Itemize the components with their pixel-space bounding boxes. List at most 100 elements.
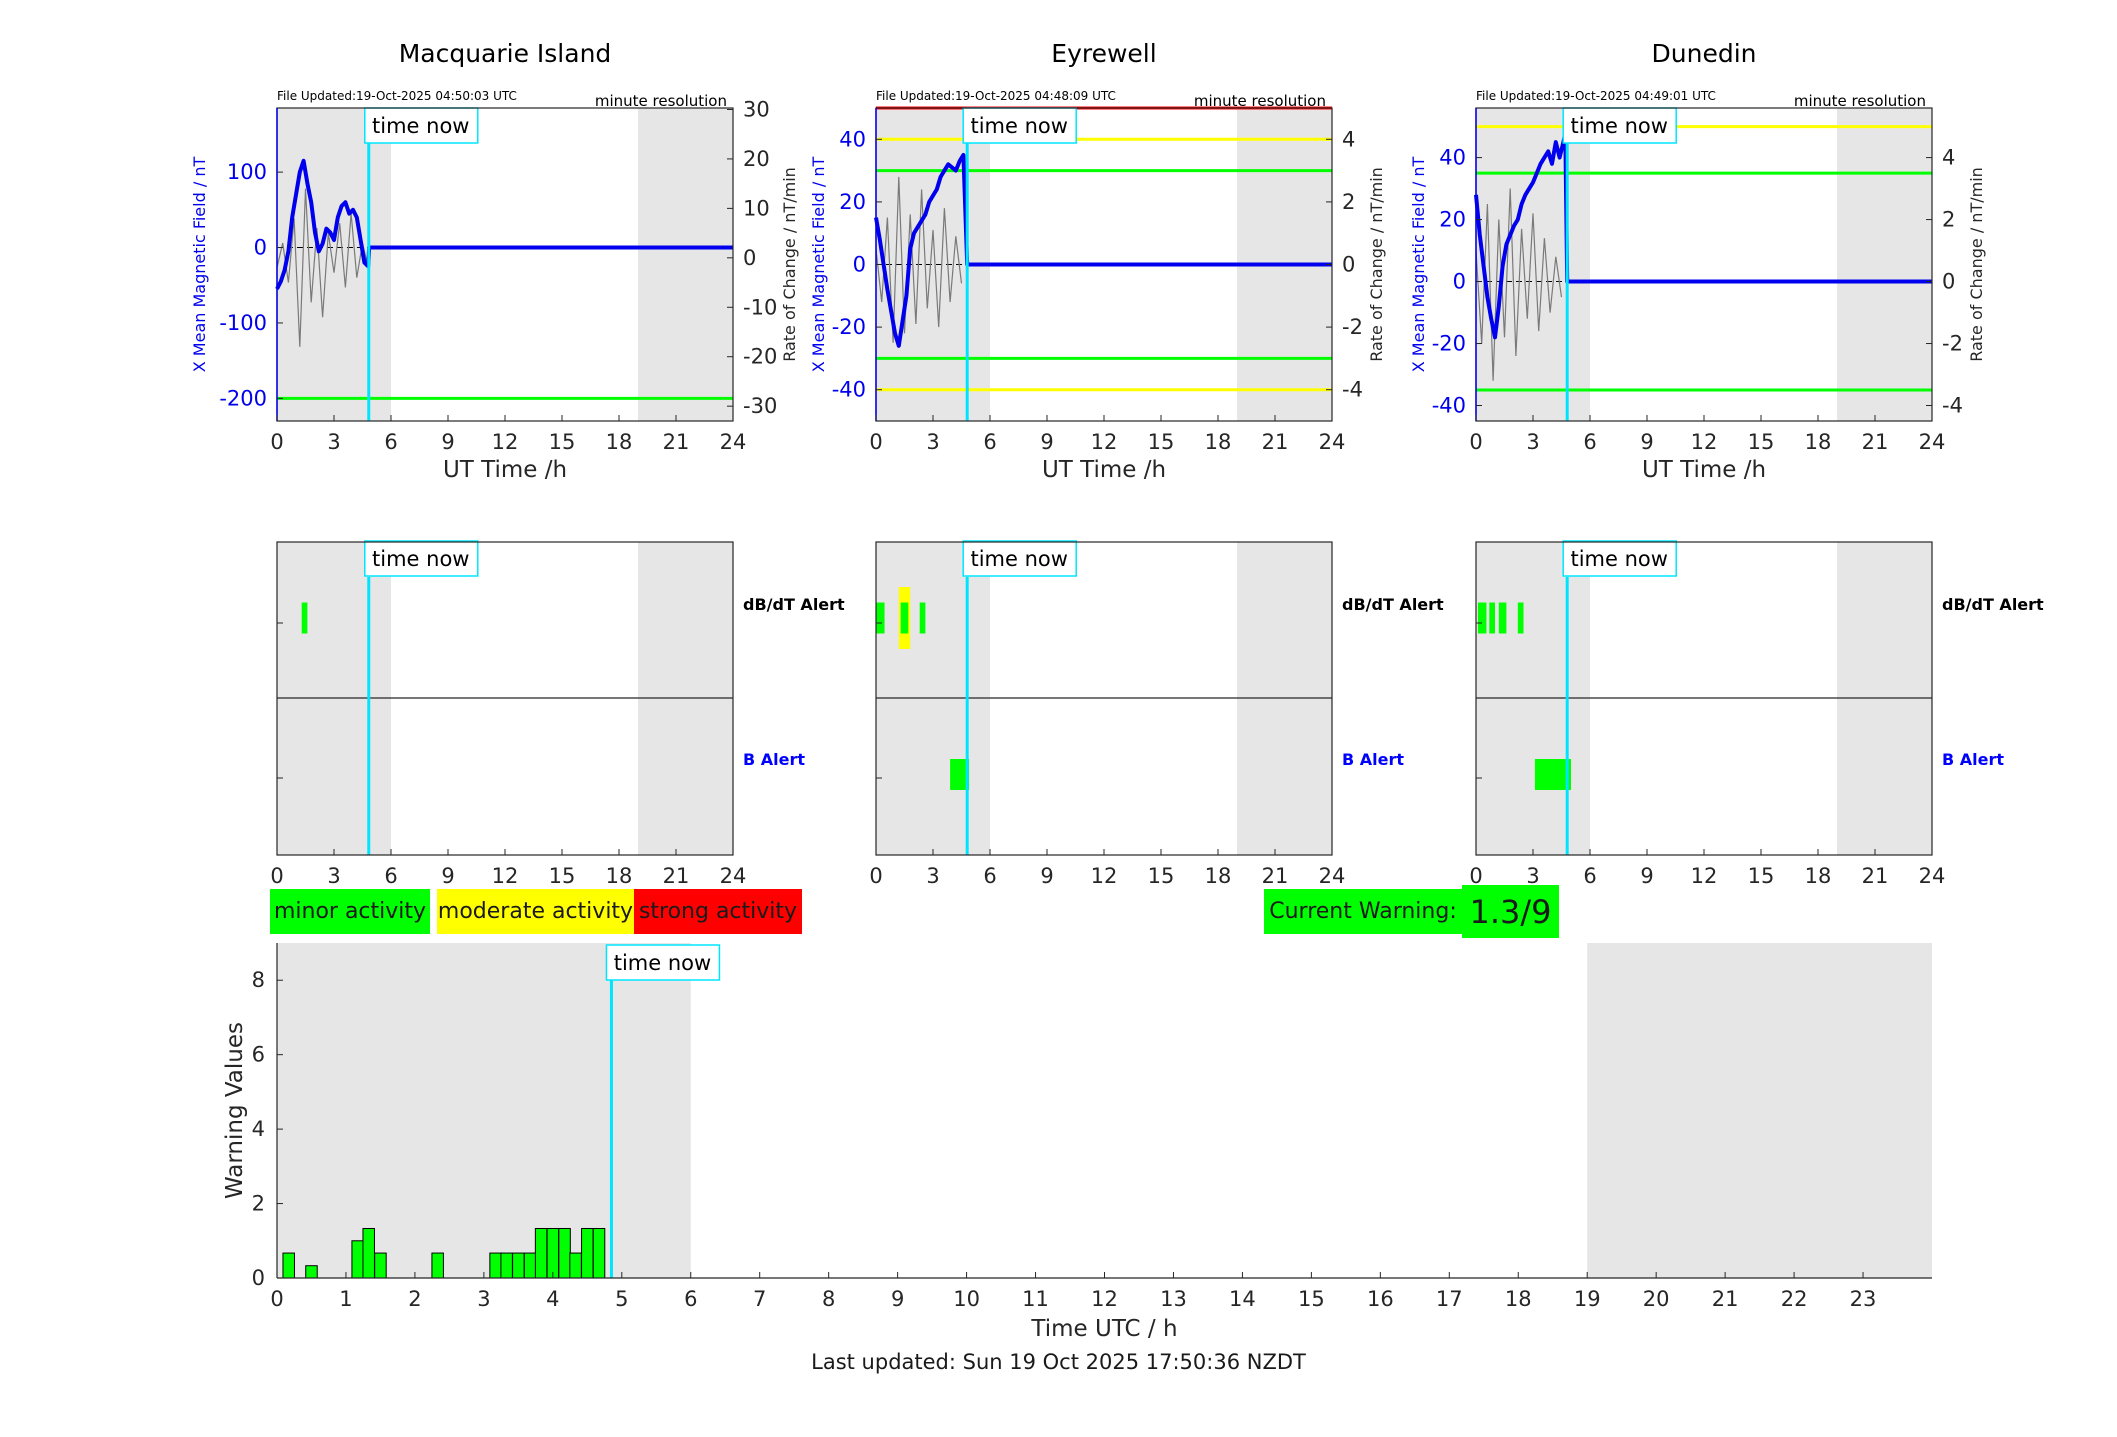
alert-x-tick-label: 24 [1919,864,1946,888]
warning-bar [558,1227,571,1279]
alert-x-tick-label: 9 [1640,864,1653,888]
resolution-note: minute resolution [595,92,727,110]
rate-of-change-series [276,188,369,347]
x-tick-label: 24 [720,430,747,454]
alert-x-tick-label: 12 [1091,864,1118,888]
x-axis-label: UT Time /h [1042,457,1166,483]
alert-x-tick-label: 15 [1148,864,1175,888]
x-field-series [275,158,733,290]
alert-x-tick-label: 21 [663,864,690,888]
alert-time-now-box [364,540,479,577]
warning-x-tick-label: 14 [1229,1287,1256,1311]
b-alert-label: B Alert [743,750,805,769]
alert-x-tick-label: 15 [549,864,576,888]
x-tick-label: 18 [606,430,633,454]
alert-x-tick-label: 21 [1862,864,1889,888]
time-now-box [962,107,1077,144]
y-tick-label: 20 [1439,208,1466,232]
warning-x-tick-label: 6 [684,1287,697,1311]
file-updated-text: File Updated:19-Oct-2025 04:50:03 UTC [277,89,517,103]
dbdt-alert-label: dB/dT Alert [743,595,845,614]
warning-y-tick-label: 2 [252,1192,265,1216]
x-tick-label: 18 [1205,430,1232,454]
warning-y-axis-label: Warning Values [222,1022,248,1199]
x-tick-label: 3 [327,430,340,454]
rate-of-change-series [875,176,963,343]
warning-x-tick-label: 3 [477,1287,490,1311]
dbdt-alert-bar [1498,602,1507,634]
x-tick-label: 6 [384,430,397,454]
warning-x-tick-label: 13 [1160,1287,1187,1311]
warning-bar [569,1252,582,1279]
warning-x-tick-label: 15 [1298,1287,1325,1311]
alert-x-tick-label: 6 [983,864,996,888]
legend-strong-activity: strong activity [634,889,802,934]
station-title: Dunedin [1652,39,1757,68]
warning-bar [305,1265,318,1279]
x-tick-label: 9 [1640,430,1653,454]
x-tick-label: 24 [1919,430,1946,454]
x-tick-label: 21 [663,430,690,454]
alert-x-tick-label: 9 [441,864,454,888]
x-tick-label: 3 [1526,430,1539,454]
x-tick-label: 24 [1319,430,1346,454]
y2-tick-label: -2 [1942,332,1963,356]
warning-x-tick-label: 9 [891,1287,904,1311]
y2-tick-label: 2 [1942,208,1955,232]
warning-time-now-box [605,944,721,981]
alert-x-tick-label: 9 [1040,864,1053,888]
x-field-series [1474,130,1932,340]
alert-x-tick-label: 12 [492,864,519,888]
alert-x-tick-label: 18 [1805,864,1832,888]
y-tick-label: -40 [1432,394,1466,418]
y2-tick-label: 4 [1342,127,1355,151]
x-tick-label: 12 [492,430,519,454]
dbdt-alert-bar [900,602,909,634]
file-updated-text: File Updated:19-Oct-2025 04:49:01 UTC [1476,89,1716,103]
y2-tick-label: -2 [1342,315,1363,339]
alert-x-tick-label: 0 [869,864,882,888]
y-axis-label: X Mean Magnetic Field / nT [809,157,828,373]
station-title: Eyrewell [1051,39,1156,68]
y2-axis-label: Rate of Change / nT/min [780,167,799,362]
warning-night-shading [1587,943,1932,1278]
x-tick-label: 9 [1040,430,1053,454]
alert-x-tick-label: 3 [327,864,340,888]
y2-tick-label: -4 [1942,394,1963,418]
current-warning-value: 1.3/9 [1462,885,1559,938]
x-tick-label: 15 [549,430,576,454]
warning-y-tick-label: 4 [252,1117,265,1141]
y-tick-label: 100 [227,160,267,184]
y2-tick-label: 0 [743,246,756,270]
warning-x-tick-label: 17 [1436,1287,1463,1311]
warning-bar [592,1227,606,1279]
time-now-label: time now [970,114,1067,138]
y-tick-label: -20 [832,315,866,339]
warning-y-tick-label: 6 [252,1043,265,1067]
y2-tick-label: 0 [1942,270,1955,294]
warning-x-tick-label: 19 [1574,1287,1601,1311]
dbdt-alert-label: dB/dT Alert [1942,595,2044,614]
x-tick-label: 21 [1862,430,1889,454]
file-updated-text: File Updated:19-Oct-2025 04:48:09 UTC [876,89,1116,103]
x-tick-label: 3 [926,430,939,454]
warning-bar [362,1227,375,1279]
warning-x-tick-label: 10 [953,1287,980,1311]
y2-tick-label: -10 [743,295,777,319]
x-tick-label: 15 [1748,430,1775,454]
warning-time-now-label: time now [614,951,711,975]
warning-x-tick-label: 2 [408,1287,421,1311]
alert-x-tick-label: 15 [1748,864,1775,888]
warning-x-tick-label: 18 [1505,1287,1532,1311]
warning-x-tick-label: 4 [546,1287,559,1311]
warning-bar [546,1227,560,1279]
dbdt-alert-bar [301,602,308,634]
b-alert-bar [950,759,970,790]
y-tick-label: -20 [1432,332,1466,356]
y2-tick-label: 2 [1342,190,1355,214]
dbdt-alert-bar [1477,602,1487,634]
y-tick-label: -200 [219,386,267,410]
x-tick-label: 15 [1148,430,1175,454]
y2-tick-label: 4 [1942,146,1955,170]
